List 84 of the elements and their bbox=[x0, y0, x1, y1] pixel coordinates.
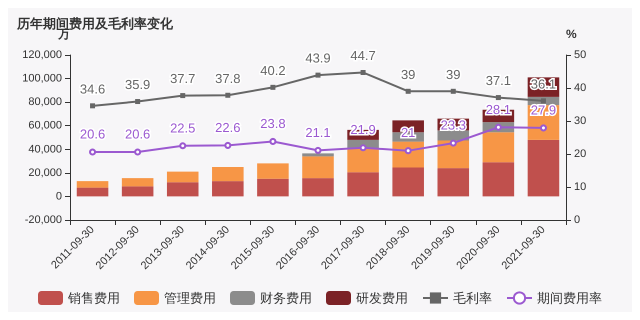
y2-tick-label: 0 bbox=[574, 214, 580, 226]
bar bbox=[257, 178, 289, 196]
point bbox=[360, 144, 367, 152]
bar bbox=[302, 178, 334, 196]
bar bbox=[482, 132, 514, 162]
data-label: 22.5 bbox=[170, 120, 196, 136]
legend-label: 期间费用率 bbox=[537, 290, 602, 306]
y-tick-label: 100,000 bbox=[22, 72, 62, 85]
point bbox=[450, 88, 456, 94]
point bbox=[450, 140, 457, 147]
legend-label: 毛利率 bbox=[453, 290, 492, 306]
data-label: 20.6 bbox=[80, 126, 106, 142]
data-label: 34.6 bbox=[80, 81, 106, 96]
point bbox=[224, 142, 232, 149]
legend-label: 销售费用 bbox=[67, 290, 120, 306]
point bbox=[225, 92, 230, 98]
point bbox=[316, 72, 320, 78]
y2-tick-label: 40 bbox=[574, 82, 586, 94]
data-label: 28.1 bbox=[486, 102, 512, 117]
y-tick-label: 40,000 bbox=[28, 143, 62, 156]
bar bbox=[212, 181, 244, 196]
bar bbox=[212, 166, 244, 182]
bar bbox=[482, 162, 514, 196]
point bbox=[89, 148, 96, 156]
y-tick-label: 80,000 bbox=[28, 96, 62, 108]
bar bbox=[302, 156, 334, 178]
point bbox=[406, 88, 411, 94]
y-tick-label: -20,000 bbox=[24, 214, 62, 226]
data-label: 37.7 bbox=[170, 71, 196, 86]
point bbox=[540, 98, 546, 104]
bar bbox=[437, 140, 470, 168]
y-tick-label: 20,000 bbox=[28, 166, 62, 179]
bar bbox=[347, 172, 379, 196]
point bbox=[180, 93, 186, 98]
data-label: 37.8 bbox=[215, 70, 240, 86]
y2-tick-label: 30 bbox=[574, 115, 586, 127]
data-label: 40.2 bbox=[260, 62, 286, 78]
point bbox=[404, 147, 412, 154]
data-label: 27.9 bbox=[530, 102, 556, 118]
y2-tick-label: 50 bbox=[574, 49, 586, 61]
point bbox=[269, 138, 276, 145]
data-label: 36.1 bbox=[530, 76, 556, 92]
legend-label: 研发费用 bbox=[356, 290, 408, 306]
y-tick-label: 0 bbox=[56, 190, 62, 202]
data-label: 23.3 bbox=[440, 118, 466, 133]
point bbox=[494, 124, 502, 131]
data-label: 43.9 bbox=[305, 50, 331, 66]
bar bbox=[528, 140, 560, 196]
point bbox=[314, 146, 322, 154]
point bbox=[270, 84, 276, 90]
bar bbox=[122, 178, 154, 186]
bar bbox=[166, 172, 199, 182]
data-label: 39 bbox=[446, 66, 461, 82]
data-label: 23.8 bbox=[260, 116, 286, 131]
bar bbox=[347, 148, 379, 172]
bar bbox=[76, 181, 108, 188]
y2-axis-title: % bbox=[566, 27, 577, 41]
point bbox=[496, 95, 501, 100]
data-label: 20.6 bbox=[124, 126, 150, 142]
data-label: 22.6 bbox=[215, 120, 240, 135]
bar bbox=[257, 163, 289, 179]
bar bbox=[392, 168, 424, 196]
data-label: 39 bbox=[400, 66, 416, 82]
point bbox=[134, 148, 142, 156]
bar bbox=[302, 153, 334, 156]
legend-label: 财务费用 bbox=[260, 290, 312, 306]
point bbox=[179, 142, 186, 150]
y2-tick-label: 20 bbox=[574, 148, 586, 160]
legend-label: 管理费用 bbox=[164, 290, 216, 306]
y2-tick-label: 10 bbox=[574, 181, 586, 193]
point bbox=[540, 124, 547, 132]
data-label: 44.7 bbox=[350, 48, 376, 63]
bar bbox=[437, 168, 470, 196]
point bbox=[135, 99, 140, 104]
bar bbox=[166, 182, 199, 196]
y-tick-label: 60,000 bbox=[28, 120, 62, 132]
y-tick-label: 120,000 bbox=[22, 49, 62, 61]
point bbox=[360, 70, 366, 75]
data-label: 37.1 bbox=[486, 73, 512, 88]
bar bbox=[122, 186, 154, 196]
bar bbox=[76, 188, 108, 196]
point bbox=[90, 103, 96, 108]
data-label: 35.9 bbox=[124, 77, 150, 92]
data-label: 21.1 bbox=[305, 124, 331, 140]
